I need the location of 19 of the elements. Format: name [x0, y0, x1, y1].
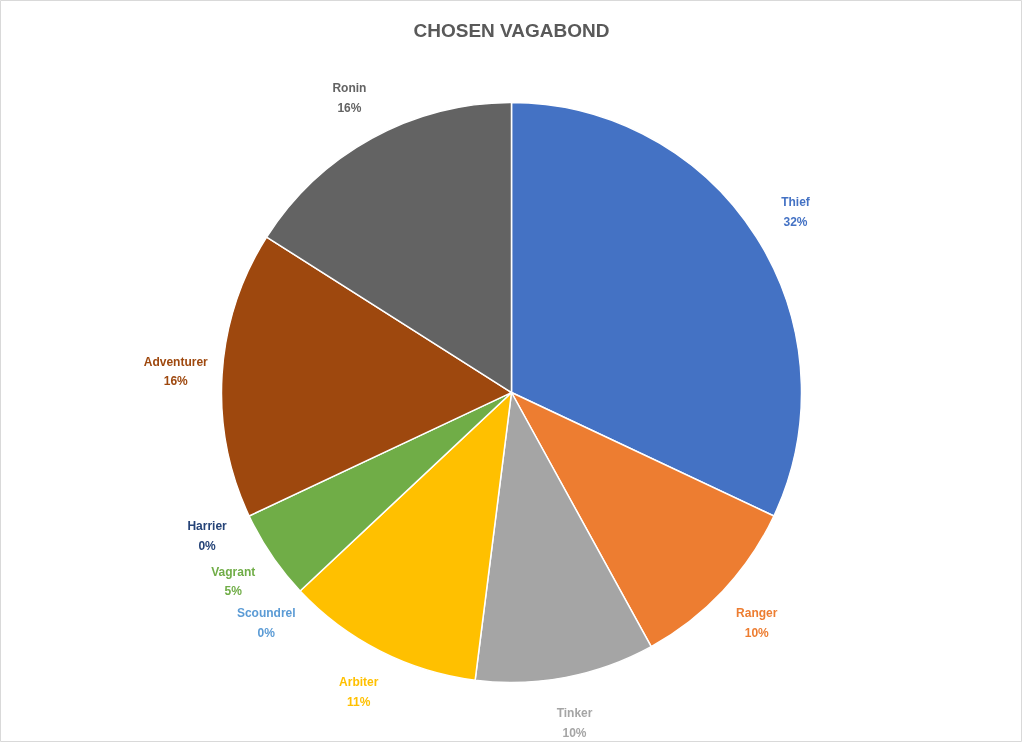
chart-title: CHOSEN VAGABOND [413, 20, 610, 41]
data-label: 16% [163, 374, 189, 389]
category-label: Scoundrel [236, 605, 296, 620]
slice-label: Thief [781, 195, 811, 210]
slice-label: Ranger [736, 605, 778, 620]
slice-label: Ronin [332, 80, 367, 95]
data-label: 10% [744, 625, 770, 640]
slice-label: Tinker [556, 706, 593, 721]
data-label: 11% [347, 695, 371, 710]
text: 0% [257, 625, 275, 640]
data-label: 32% [783, 215, 808, 230]
data-label: 10% [562, 725, 587, 740]
text: 0% [198, 538, 216, 553]
data-label: 5% [224, 584, 243, 599]
slice-label: Vagrant [211, 564, 256, 579]
slice-label: Arbiter [339, 675, 379, 690]
slice-label: Adventurer [143, 354, 209, 369]
category-label: Harrier [187, 518, 227, 533]
data-label: 16% [337, 100, 362, 115]
